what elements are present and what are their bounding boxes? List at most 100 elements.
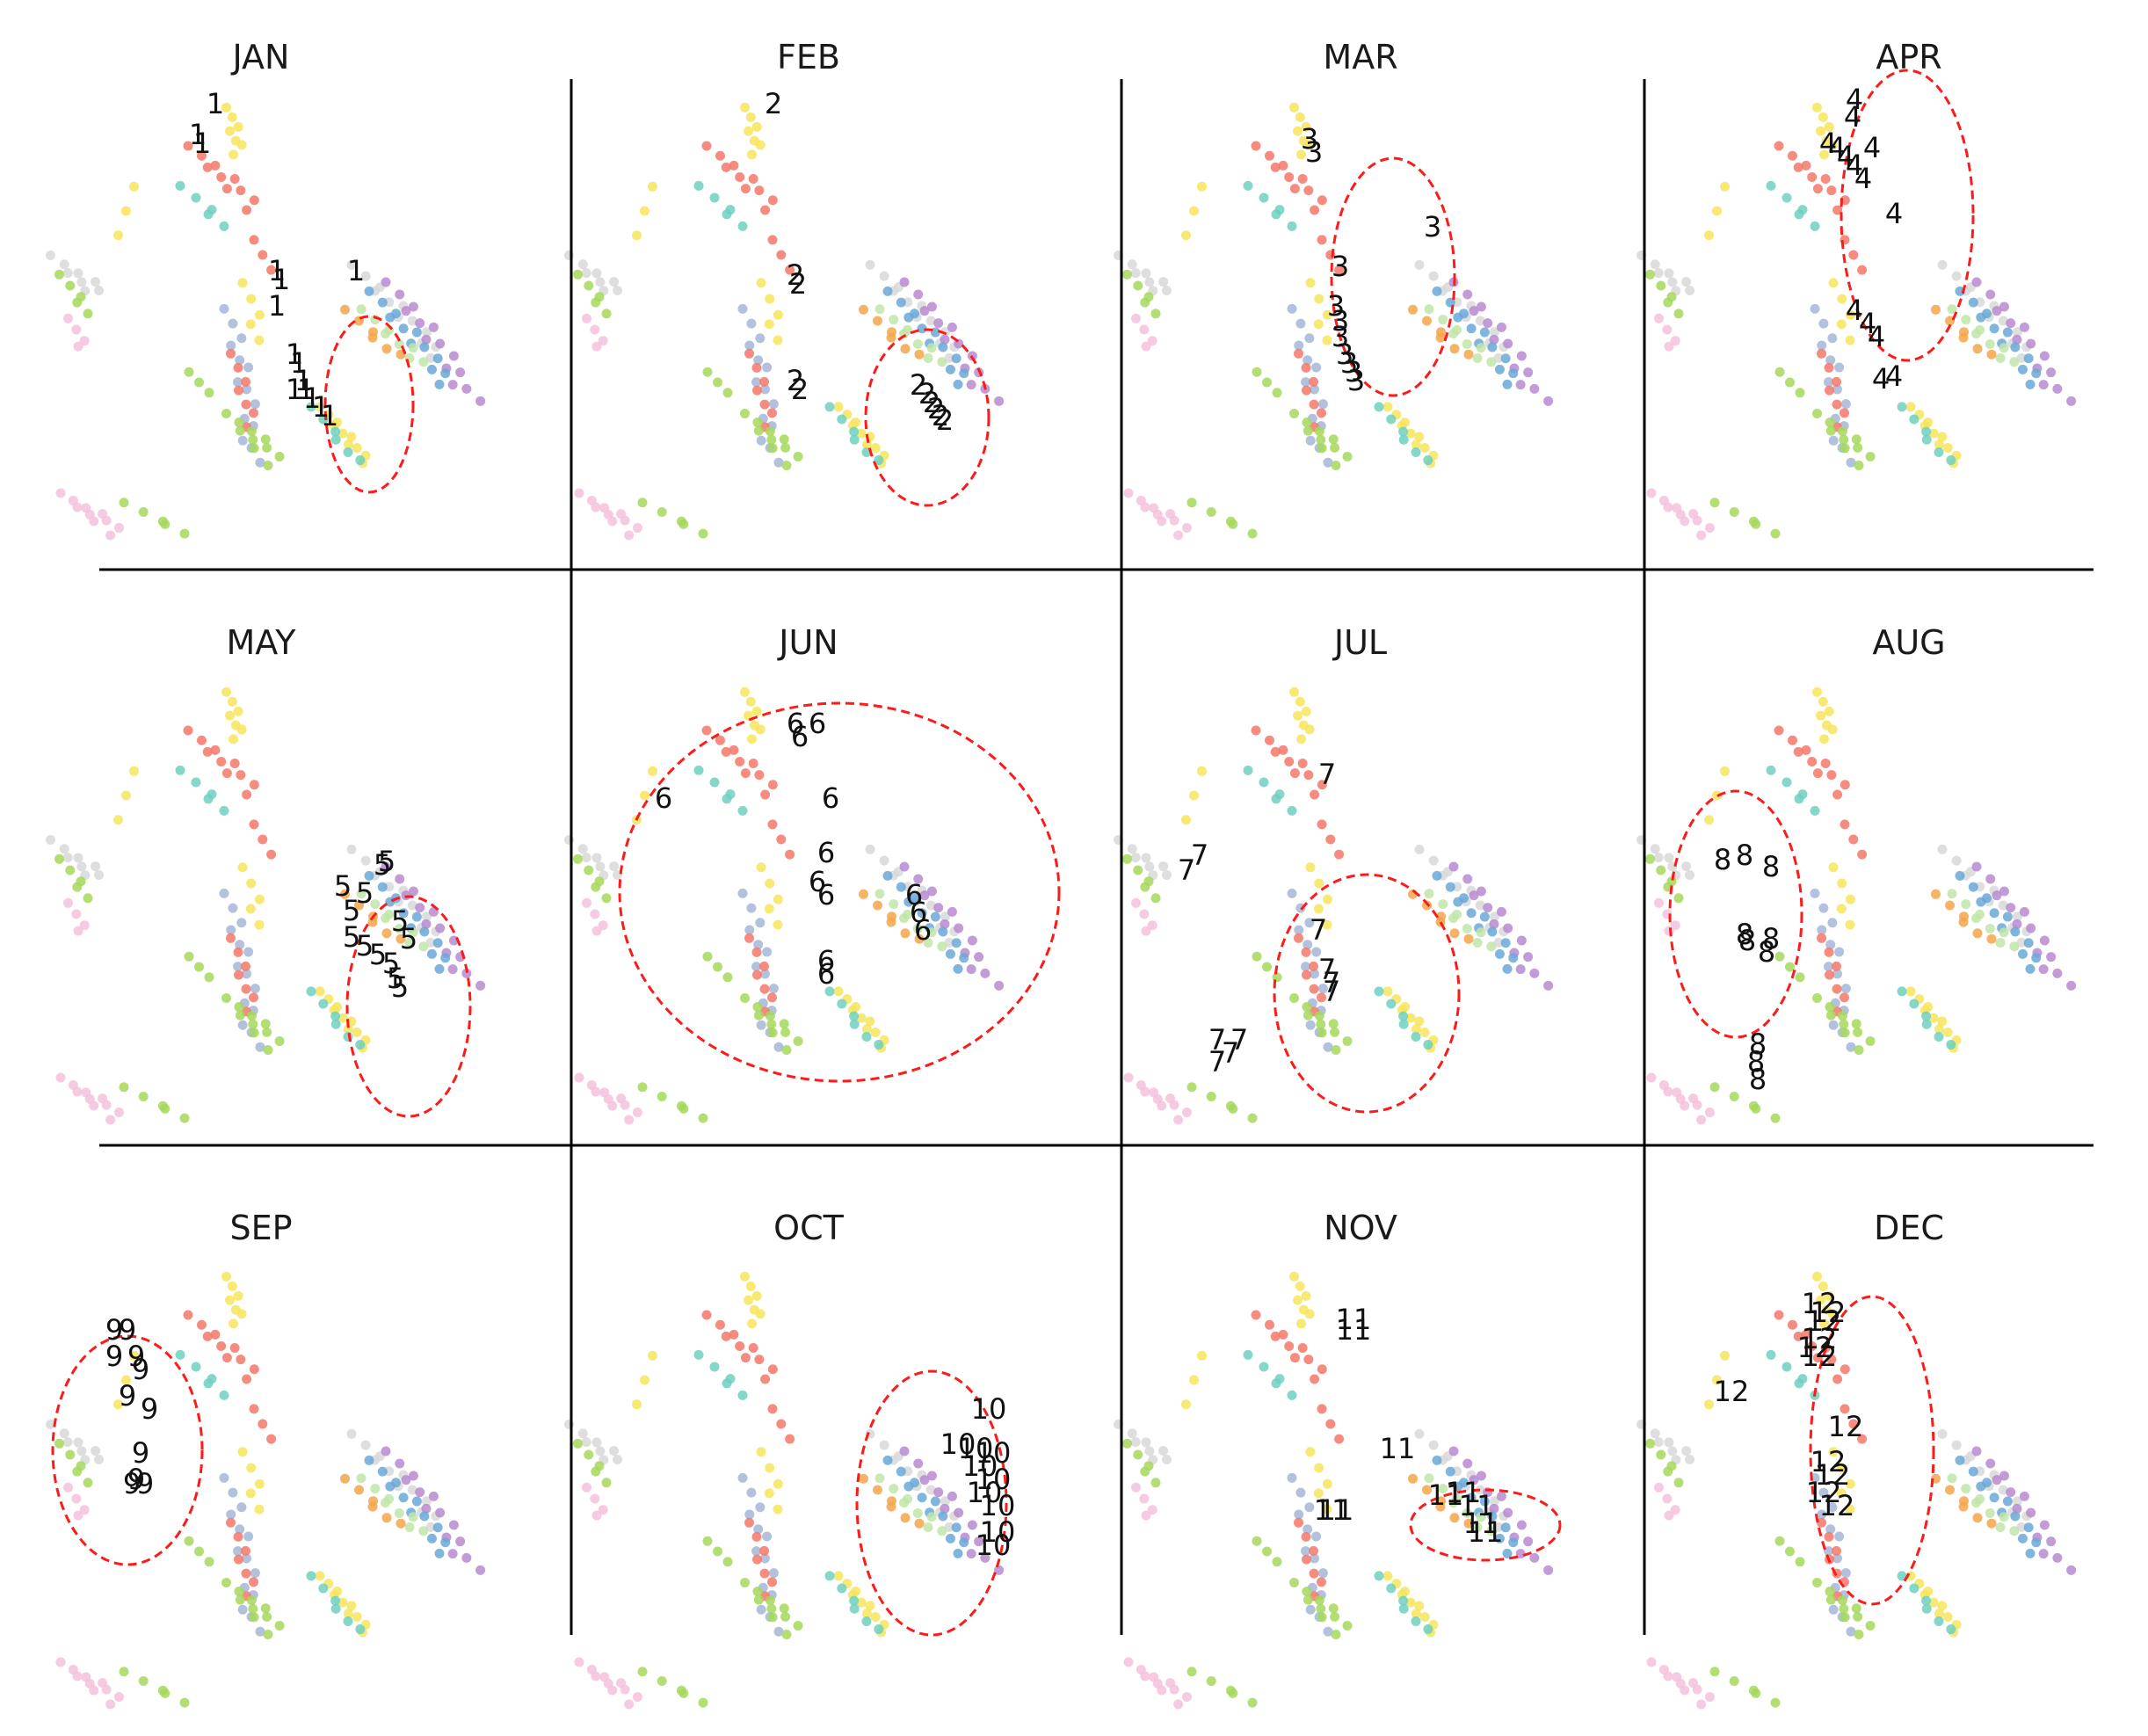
- background-point: [573, 853, 583, 864]
- background-point: [1374, 986, 1384, 997]
- background-point: [1181, 1108, 1192, 1118]
- background-point: [1766, 180, 1776, 191]
- month-label: 11: [1459, 1489, 1495, 1522]
- background-point: [1653, 1437, 1664, 1448]
- background-point: [1801, 1329, 1811, 1340]
- background-point: [1289, 993, 1299, 1003]
- background-point: [1664, 268, 1674, 279]
- background-point: [1508, 368, 1519, 379]
- background-point: [1472, 938, 1483, 948]
- background-point: [2026, 338, 2036, 349]
- background-point: [1934, 1031, 1944, 1042]
- background-point: [953, 1548, 963, 1558]
- month-label: 6: [817, 944, 835, 977]
- background-point: [1951, 271, 1962, 281]
- background-point: [1414, 1016, 1425, 1027]
- background-point: [237, 1020, 248, 1030]
- background-point: [940, 1496, 950, 1507]
- background-point: [227, 1281, 237, 1291]
- background-point: [1181, 1692, 1192, 1703]
- background-point: [1824, 362, 1834, 373]
- background-point: [234, 418, 244, 428]
- background-point: [2009, 1526, 2020, 1536]
- background-point: [119, 1667, 129, 1677]
- background-point: [903, 312, 914, 323]
- month-label: 11: [1314, 1493, 1350, 1527]
- background-point: [2031, 1537, 2042, 1548]
- background-point: [679, 1103, 689, 1114]
- background-point: [913, 874, 924, 884]
- background-point: [765, 1463, 775, 1473]
- background-point: [1680, 1685, 1690, 1696]
- background-point: [233, 706, 243, 716]
- background-point: [1972, 1513, 1983, 1523]
- background-point: [1807, 172, 1818, 183]
- background-point: [1851, 1603, 1861, 1614]
- background-point: [865, 1016, 875, 1027]
- background-point: [1793, 746, 1803, 757]
- background-point: [175, 180, 185, 191]
- background-point: [1704, 1399, 1714, 1410]
- background-point: [767, 819, 778, 830]
- background-point: [408, 927, 418, 938]
- background-point: [1516, 1520, 1527, 1530]
- background-point: [1656, 280, 1666, 291]
- background-point: [1305, 862, 1316, 873]
- background-point: [1150, 893, 1161, 904]
- month-label: 10: [940, 1427, 976, 1461]
- background-point: [1294, 1509, 1304, 1520]
- background-point: [1411, 1024, 1421, 1035]
- background-point: [343, 1616, 353, 1626]
- background-point: [740, 768, 751, 779]
- background-point: [1278, 160, 1288, 171]
- background-point: [1305, 435, 1316, 446]
- background-point: [72, 297, 83, 308]
- background-point: [254, 309, 265, 320]
- background-point: [1422, 1485, 1432, 1495]
- background-point: [954, 1507, 964, 1518]
- background-points: [46, 686, 486, 1125]
- background-point: [1314, 1463, 1324, 1473]
- month-label: 5: [369, 938, 387, 971]
- background-point: [1330, 1611, 1340, 1622]
- background-point: [945, 364, 955, 374]
- background-point: [940, 919, 950, 929]
- background-point: [248, 434, 258, 445]
- background-point: [1818, 696, 1828, 707]
- background-point: [753, 1594, 764, 1605]
- background-point: [933, 903, 944, 913]
- background-point: [912, 923, 923, 933]
- background-point: [254, 894, 265, 904]
- background-point: [1662, 1493, 1673, 1504]
- background-point: [121, 206, 131, 216]
- background-point: [113, 523, 124, 534]
- background-point: [2002, 1496, 2013, 1507]
- background-point: [1704, 1108, 1715, 1118]
- background-point: [1309, 984, 1319, 994]
- background-point: [2012, 334, 2022, 345]
- background-point: [598, 336, 608, 346]
- month-label: 12: [1806, 1476, 1842, 1509]
- background-point: [210, 160, 221, 171]
- background-point: [219, 805, 229, 816]
- background-point: [216, 1341, 227, 1352]
- background-point: [1289, 409, 1299, 418]
- background-point: [1704, 1692, 1715, 1703]
- background-point: [219, 888, 229, 898]
- background-point: [1729, 1676, 1739, 1686]
- background-point: [959, 953, 969, 963]
- background-point: [919, 306, 930, 316]
- background-point: [2038, 380, 2049, 390]
- background-point: [1680, 516, 1690, 527]
- background-point: [1294, 933, 1303, 943]
- background-point: [229, 758, 240, 768]
- month-label: 6: [809, 707, 826, 740]
- background-point: [967, 935, 977, 946]
- month-label: 4: [1885, 360, 1903, 393]
- background-point: [1133, 865, 1143, 875]
- background-point: [1489, 1496, 1499, 1507]
- background-point: [91, 861, 101, 872]
- background-point: [1942, 443, 1953, 454]
- background-point: [861, 1031, 872, 1042]
